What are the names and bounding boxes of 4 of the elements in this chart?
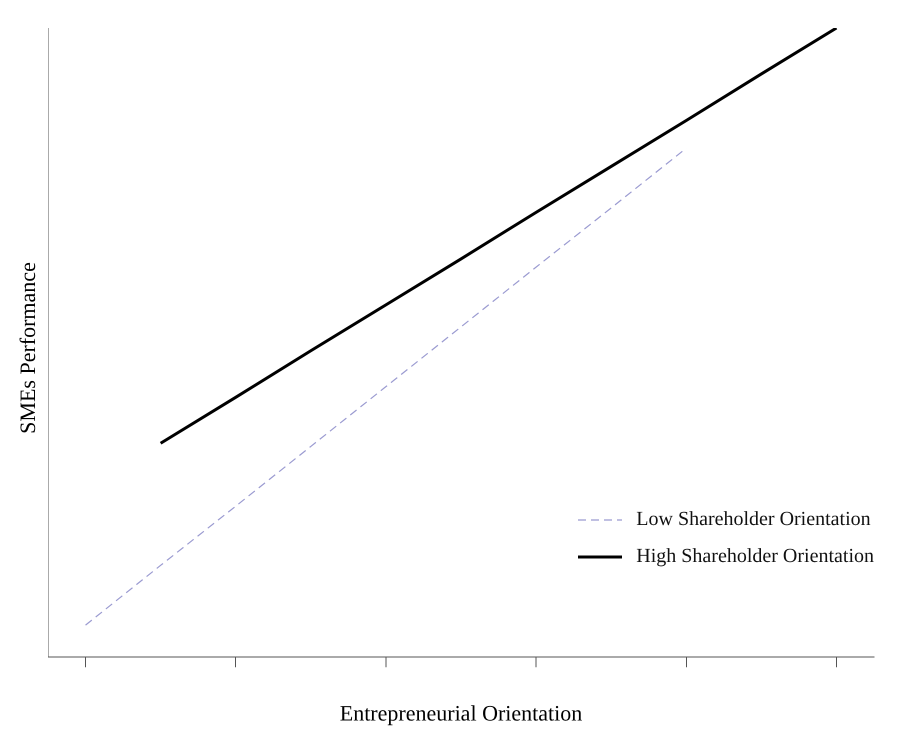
legend-label: High Shareholder Orientation: [636, 545, 874, 568]
x-axis-title: Entrepreneurial Orientation: [340, 700, 582, 726]
legend-label: Low Shareholder Orientation: [636, 508, 871, 531]
y-axis-title: SMEs Performance: [15, 262, 41, 434]
